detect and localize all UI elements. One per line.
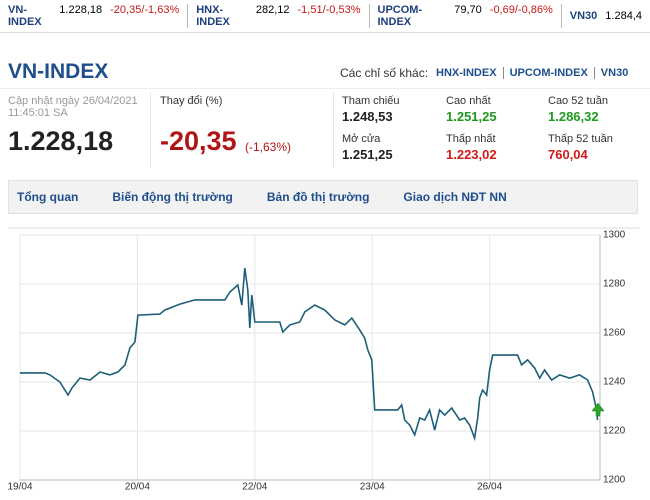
divider (150, 92, 151, 168)
x-tick-label: 22/04 (242, 482, 267, 493)
x-tick-label: 26/04 (477, 482, 502, 493)
ticker-item[interactable]: HNX-INDEX 282,12 -1,51/-0,53% (188, 4, 370, 28)
ticker-bar: VN-INDEX 1.228,18 -20,35/-1,63% HNX-INDEX 28… (0, 0, 650, 33)
change: -20,35 (160, 126, 237, 156)
y-tick-label: 1300 (603, 230, 626, 241)
stat-label: Tham chiếu (342, 95, 400, 107)
tab[interactable]: Giao dịch NĐT NN (403, 190, 507, 204)
stat-value: 760,04 (548, 147, 588, 162)
ticker-value: 1.228,18 (59, 4, 103, 16)
stat-label: Cao 52 tuần (548, 95, 608, 107)
updated-time: 11:45:01 SA (8, 107, 68, 119)
index-link[interactable]: VN30 (600, 67, 629, 79)
current-arrow (591, 402, 605, 417)
stat-value: 1.251,25 (342, 147, 393, 162)
x-tick-label: 19/04 (7, 482, 32, 493)
updated-date: Cập nhật ngày 26/04/2021 (8, 95, 138, 107)
ticker-item[interactable]: UPCOM-INDEX 79,70 -0,69/-0,86% (370, 4, 562, 28)
ticker-name: VN-INDEX (8, 4, 42, 28)
y-tick-label: 1240 (603, 377, 626, 388)
ticker-value: 282,12 (255, 4, 290, 16)
ticker-change: -20,35/-1,63% (110, 4, 180, 16)
divider (333, 92, 334, 168)
divider (0, 88, 650, 89)
price: 1.228,18 (8, 126, 114, 156)
change-label: Thay đổi (%) (160, 95, 223, 107)
y-tick-label: 1200 (603, 475, 626, 486)
stat-value: 1.251,25 (446, 109, 497, 124)
index-link[interactable]: HNX-INDEX (430, 67, 504, 79)
y-tick-label: 1220 (603, 426, 626, 437)
page-title: VN-INDEX (8, 60, 109, 83)
y-tick-label: 1260 (603, 328, 626, 339)
ticker-name: UPCOM-INDEX (377, 4, 423, 28)
ticker-change: -0,69/-0,86% (489, 4, 553, 16)
stat-value: 1.286,32 (548, 109, 599, 124)
stat-label: Mở cửa (342, 133, 381, 145)
y-tick-label: 1280 (603, 279, 626, 290)
stat-label: Cao nhất (446, 95, 491, 107)
change-percent: (-1,63%) (245, 140, 292, 154)
other-indexes: Các chỉ số khác: HNX-INDEX UPCOM-INDEX VN3… (340, 66, 634, 80)
index-link[interactable]: UPCOM-INDEX (504, 67, 595, 79)
stat-label: Thấp 52 tuần (548, 133, 613, 145)
stat-value: 1.223,02 (446, 147, 497, 162)
tab[interactable]: Biến động thị trường (112, 190, 233, 204)
ticker-change: -1,51/-0,53% (297, 4, 361, 16)
x-tick-label: 23/04 (360, 482, 385, 493)
chart: 1200 1220 1240 1260 1280 1300 19/04 20/04 22/04 2… (7, 227, 640, 493)
price-line (20, 267, 599, 442)
stat-label: Thấp nhất (446, 133, 496, 145)
tab[interactable]: Tổng quan (17, 190, 79, 204)
ticker-item[interactable]: VN30 1.284,4 (562, 10, 650, 22)
index-links: HNX-INDEX UPCOM-INDEX VN30 (430, 67, 634, 79)
ticker-value: 1.284,4 (605, 10, 642, 22)
tab-bar: Tổng quan Biến động thị trường Bản đồ thị … (8, 180, 638, 214)
stat-value: 1.248,53 (342, 109, 393, 124)
other-label: Các chỉ số khác: (340, 66, 429, 80)
ticker-name: HNX-INDEX (196, 4, 230, 28)
ticker-value: 79,70 (454, 4, 482, 16)
ticker-item[interactable]: VN-INDEX 1.228,18 -20,35/-1,63% (0, 4, 189, 28)
x-tick-label: 20/04 (125, 482, 150, 493)
tab[interactable]: Bản đồ thị trường (266, 190, 370, 204)
ticker-name: VN30 (569, 10, 598, 22)
